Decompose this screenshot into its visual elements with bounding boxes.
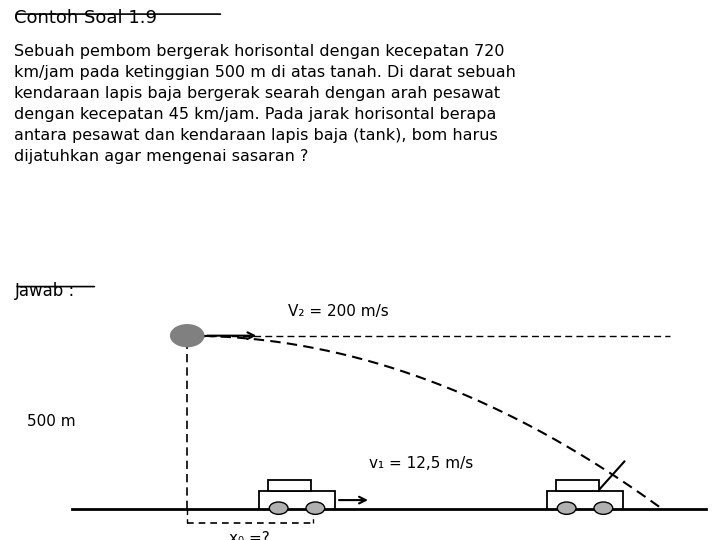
Circle shape — [306, 502, 325, 514]
Circle shape — [171, 325, 204, 347]
Text: x₀ =?: x₀ =? — [230, 531, 270, 540]
Bar — [547, 491, 623, 509]
Text: V₂ = 200 m/s: V₂ = 200 m/s — [288, 304, 389, 319]
Bar — [268, 480, 311, 491]
Bar — [259, 491, 335, 509]
Text: Contoh Soal 1.9: Contoh Soal 1.9 — [14, 9, 158, 28]
Text: v₁ = 12,5 m/s: v₁ = 12,5 m/s — [369, 456, 473, 471]
Text: Sebuah pembom bergerak horisontal dengan kecepatan 720
km/jam pada ketinggian 50: Sebuah pembom bergerak horisontal dengan… — [14, 44, 516, 164]
Text: Jawab :: Jawab : — [14, 282, 75, 300]
Circle shape — [594, 502, 613, 514]
Circle shape — [269, 502, 288, 514]
Circle shape — [557, 502, 576, 514]
Text: 500 m: 500 m — [27, 414, 76, 429]
Bar — [556, 480, 599, 491]
